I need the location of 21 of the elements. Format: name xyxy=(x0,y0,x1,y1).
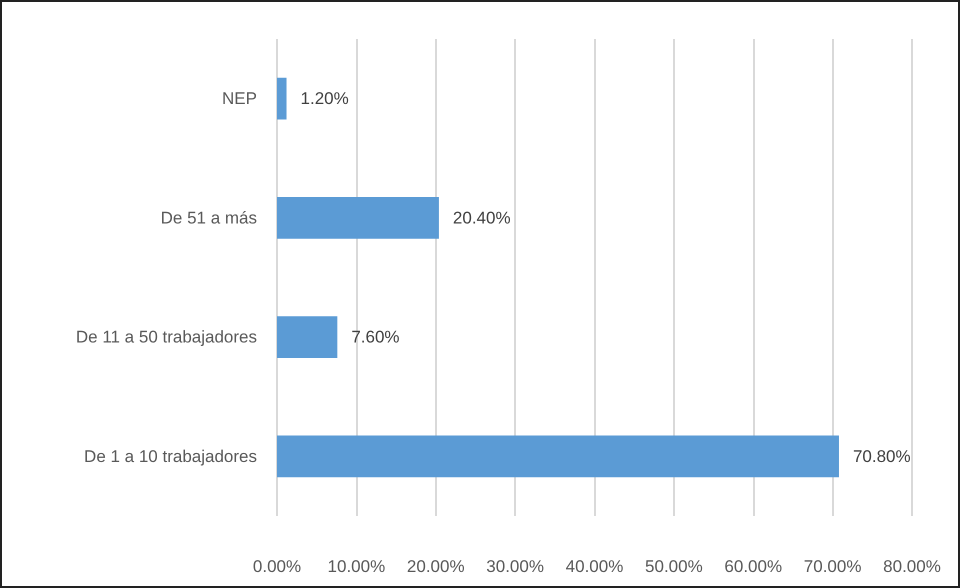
x-tick-label: 30.00% xyxy=(486,557,544,576)
bar xyxy=(277,316,338,358)
y-tick-label: De 11 a 50 trabajadores xyxy=(76,328,257,347)
x-tick-label: 20.00% xyxy=(406,557,465,576)
x-tick-label: 50.00% xyxy=(645,557,703,576)
bar xyxy=(277,78,287,120)
bar xyxy=(277,197,439,239)
y-tick-label: De 51 a más xyxy=(160,208,257,228)
x-tick-label: 0.00% xyxy=(252,557,302,576)
x-tick-label: 40.00% xyxy=(566,557,624,576)
bar xyxy=(277,436,839,478)
x-tick-label: 10.00% xyxy=(328,557,386,576)
x-tick-label: 70.00% xyxy=(804,557,862,576)
x-tick-label: 80.00% xyxy=(883,557,941,576)
data-label: 70.80% xyxy=(852,446,911,466)
x-tick-label: 60.00% xyxy=(724,557,782,576)
data-label: 20.40% xyxy=(452,208,511,228)
data-label: 1.20% xyxy=(300,89,349,108)
y-tick-label: De 1 a 10 trabajadores xyxy=(84,446,257,466)
y-tick-label: NEP xyxy=(222,89,257,108)
data-label: 7.60% xyxy=(351,328,400,347)
